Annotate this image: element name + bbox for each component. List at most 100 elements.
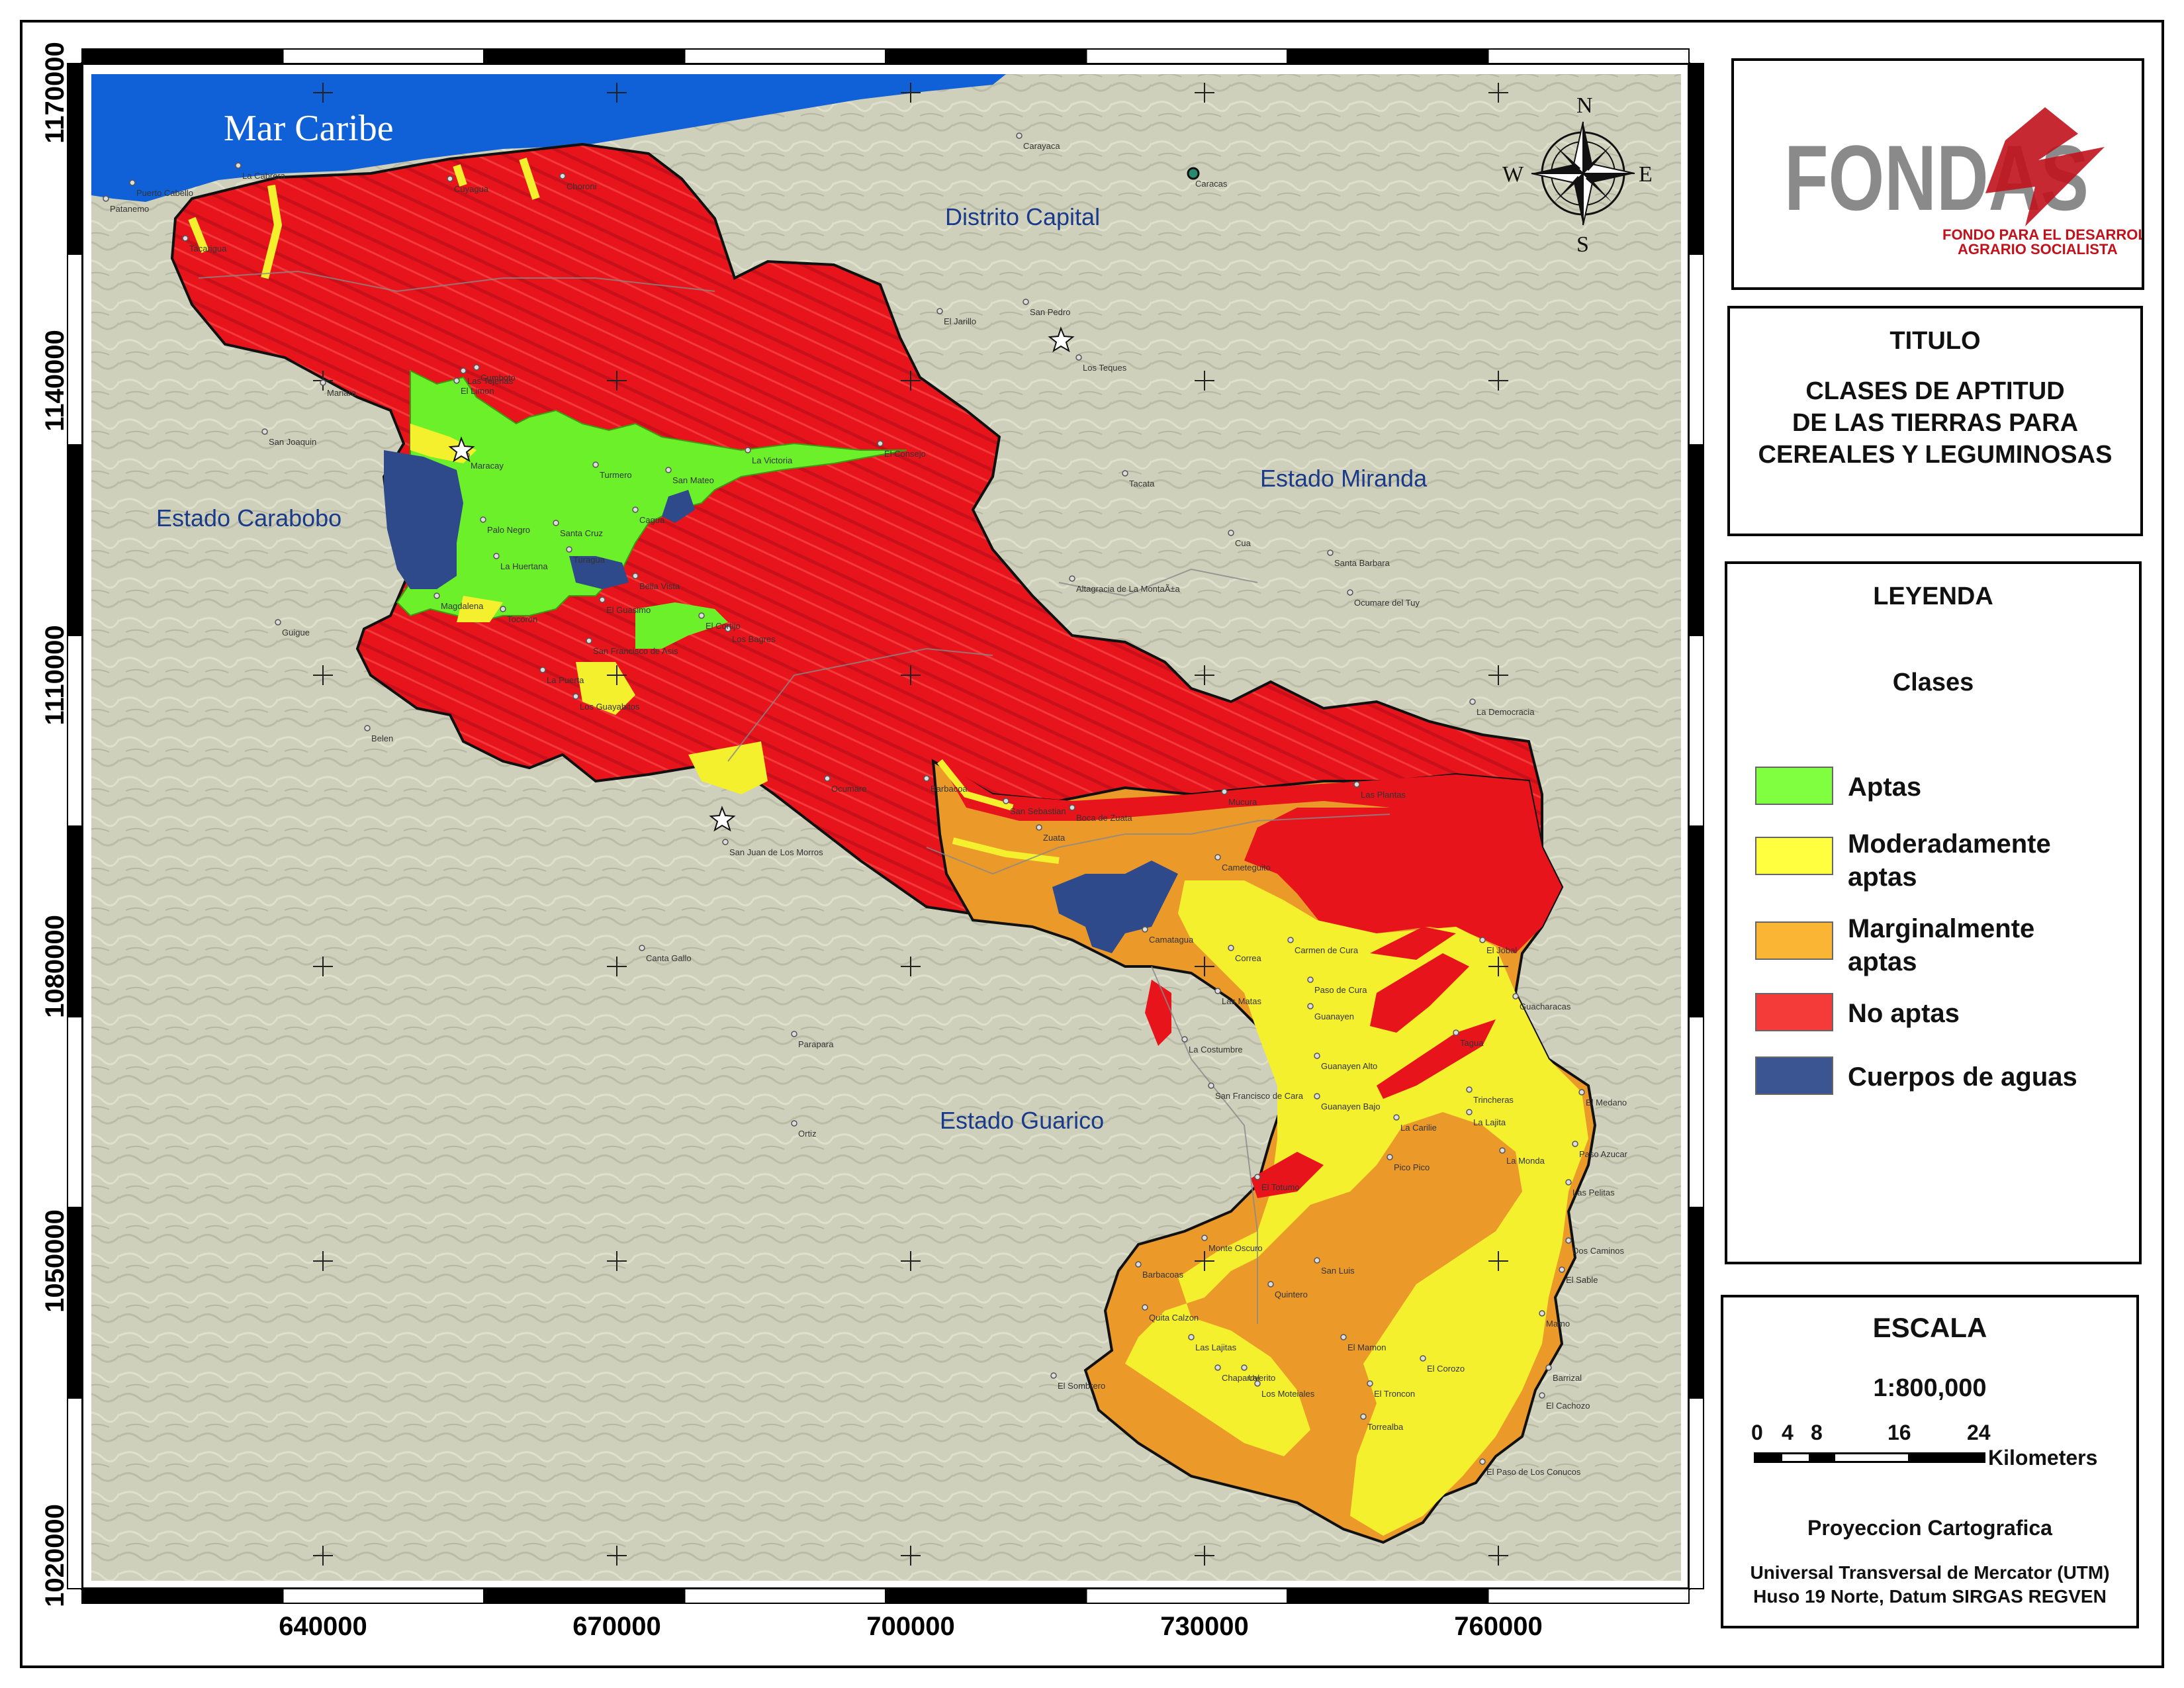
y-tick-label: 1080000 bbox=[40, 915, 69, 1018]
town-label: Maracay bbox=[471, 461, 504, 471]
coordinate-bar-segment bbox=[67, 1397, 83, 1589]
coordinate-bar-segment bbox=[67, 635, 83, 827]
town-dot bbox=[1003, 798, 1009, 804]
town-dot bbox=[1023, 299, 1029, 305]
x-tick-label: 670000 bbox=[572, 1612, 660, 1641]
town-dot bbox=[1466, 1086, 1473, 1093]
town-label: El Consejo bbox=[884, 449, 926, 459]
logo-panel: FONDAS FONDO PARA EL DESARROLLO AGRARIO … bbox=[1731, 58, 2144, 290]
region-label-carabobo: Estado Carabobo bbox=[156, 504, 341, 532]
coordinate-bar-segment bbox=[483, 1588, 686, 1604]
north-arrow-icon: N S E W bbox=[1502, 93, 1653, 257]
town-dot bbox=[480, 516, 486, 523]
town-dot bbox=[1142, 926, 1148, 933]
town-label: Quita Calzon bbox=[1149, 1313, 1199, 1323]
legend-swatch bbox=[1755, 993, 1833, 1031]
town-dot bbox=[586, 637, 592, 644]
town-label: Zuata bbox=[1043, 833, 1066, 843]
coordinate-bar-segment bbox=[1688, 1016, 1704, 1208]
town-label: Guacharacas bbox=[1520, 1002, 1571, 1011]
town-dot bbox=[1539, 1392, 1545, 1399]
town-label: La Democracia bbox=[1477, 707, 1535, 717]
grid-crosses bbox=[313, 83, 1508, 1566]
x-tick-label: 700000 bbox=[866, 1612, 954, 1641]
coordinate-bar-segment bbox=[1487, 1588, 1690, 1604]
town-label: Dos Caminos bbox=[1572, 1246, 1625, 1256]
town-markers: Carayaca Caracas El Jarillo San Pedro Los Te… bbox=[103, 132, 1628, 1477]
coordinate-bar-segment bbox=[1085, 1588, 1288, 1604]
projection-line-2: Huso 19 Norte, Datum SIRGAS REGVEN bbox=[1753, 1586, 2107, 1607]
town-label: La Cabrera bbox=[242, 171, 286, 181]
town-dot bbox=[553, 520, 559, 526]
town-dot bbox=[923, 775, 930, 782]
town-dot bbox=[1393, 1114, 1400, 1121]
town-dot bbox=[1201, 1235, 1208, 1241]
scale-units: Kilometers bbox=[1988, 1446, 2098, 1470]
town-dot bbox=[1016, 132, 1023, 139]
town-label: Turagua bbox=[573, 555, 606, 565]
town-dot bbox=[493, 553, 500, 559]
y-tick-label: 1050000 bbox=[40, 1209, 69, 1313]
coordinate-bar-segment bbox=[67, 1207, 83, 1399]
x-axis-labels: 640000 670000 700000 730000 760000 bbox=[279, 1612, 1542, 1641]
y-tick-label: 1170000 bbox=[40, 42, 69, 144]
town-label: Bella Vista bbox=[639, 581, 680, 591]
town-label: El Cachozo bbox=[1546, 1401, 1590, 1411]
town-dot bbox=[936, 308, 943, 314]
town-label: Tacata bbox=[1129, 479, 1155, 489]
town-dot bbox=[103, 195, 109, 202]
town-dot bbox=[566, 546, 572, 553]
town-label: Carmen de Cura bbox=[1295, 945, 1359, 955]
town-dot bbox=[1287, 937, 1294, 943]
town-label: Barbacoas bbox=[1142, 1270, 1184, 1280]
town-label: Tocoron bbox=[507, 614, 537, 624]
town-dot bbox=[1499, 1147, 1506, 1154]
y-axis-labels: 1170000 1140000 1110000 1080000 1050000 10200… bbox=[40, 42, 69, 1607]
zone-no-aptas-patch1 bbox=[1370, 953, 1469, 1033]
municipal-boundaries bbox=[198, 270, 1390, 1324]
town-label: El Cortijo bbox=[705, 621, 741, 631]
legend-swatch bbox=[1755, 837, 1833, 875]
town-label: Barrizal bbox=[1553, 1373, 1582, 1383]
town-label: Camatagua bbox=[1149, 935, 1194, 945]
legend-swatch bbox=[1755, 1056, 1833, 1095]
coordinate-bar-segment bbox=[81, 1588, 284, 1604]
town-dot bbox=[1228, 530, 1234, 536]
coordinate-bar-segment bbox=[885, 1588, 1087, 1604]
town-dot bbox=[1122, 470, 1128, 477]
town-dot bbox=[1050, 1372, 1057, 1379]
town-label: Cagua bbox=[639, 515, 665, 525]
town-label: Parapara bbox=[798, 1039, 834, 1049]
title-heading: TITULO bbox=[1889, 327, 1981, 355]
water-body-small bbox=[662, 490, 695, 523]
town-dot bbox=[559, 173, 566, 179]
zone-no-aptas-south bbox=[940, 761, 1562, 953]
town-label: San Francisco de Asis bbox=[593, 646, 678, 656]
town-label: Correa bbox=[1235, 953, 1262, 963]
town-dot bbox=[1075, 354, 1082, 361]
town-dot bbox=[453, 377, 460, 384]
town-label: Altagracia de La MontaÃ±a bbox=[1076, 584, 1181, 594]
town-dot bbox=[1565, 1179, 1572, 1186]
town-dot bbox=[500, 606, 506, 612]
svg-text:FONDO PARA EL DESARROLLO: FONDO PARA EL DESARROLLO bbox=[1942, 226, 2142, 243]
town-label: Boca de Zuata bbox=[1076, 813, 1132, 823]
town-dot bbox=[1307, 1003, 1314, 1009]
town-label: Paso de Cura bbox=[1314, 985, 1367, 995]
town-label: Guanayen Alto bbox=[1321, 1061, 1377, 1071]
town-dot bbox=[725, 626, 731, 632]
town-dot bbox=[1559, 1266, 1565, 1273]
zone-no-aptas-patch3 bbox=[1251, 1152, 1324, 1198]
svg-text:W: W bbox=[1502, 162, 1524, 187]
zone-moderadamente-coast bbox=[188, 158, 540, 279]
town-dot bbox=[1479, 937, 1486, 943]
x-tick-label: 640000 bbox=[279, 1612, 367, 1641]
town-dot bbox=[722, 839, 729, 845]
coordinate-bar-segment bbox=[1487, 48, 1690, 64]
town-dot bbox=[1142, 1304, 1148, 1311]
title-line-1: CLASES DE APTITUD bbox=[1805, 377, 2065, 405]
town-label: Patanemo bbox=[110, 204, 149, 214]
town-label: Cuyagua bbox=[454, 184, 489, 194]
svg-text:N: N bbox=[1576, 93, 1593, 118]
town-label: Paso Azucar bbox=[1579, 1149, 1628, 1159]
